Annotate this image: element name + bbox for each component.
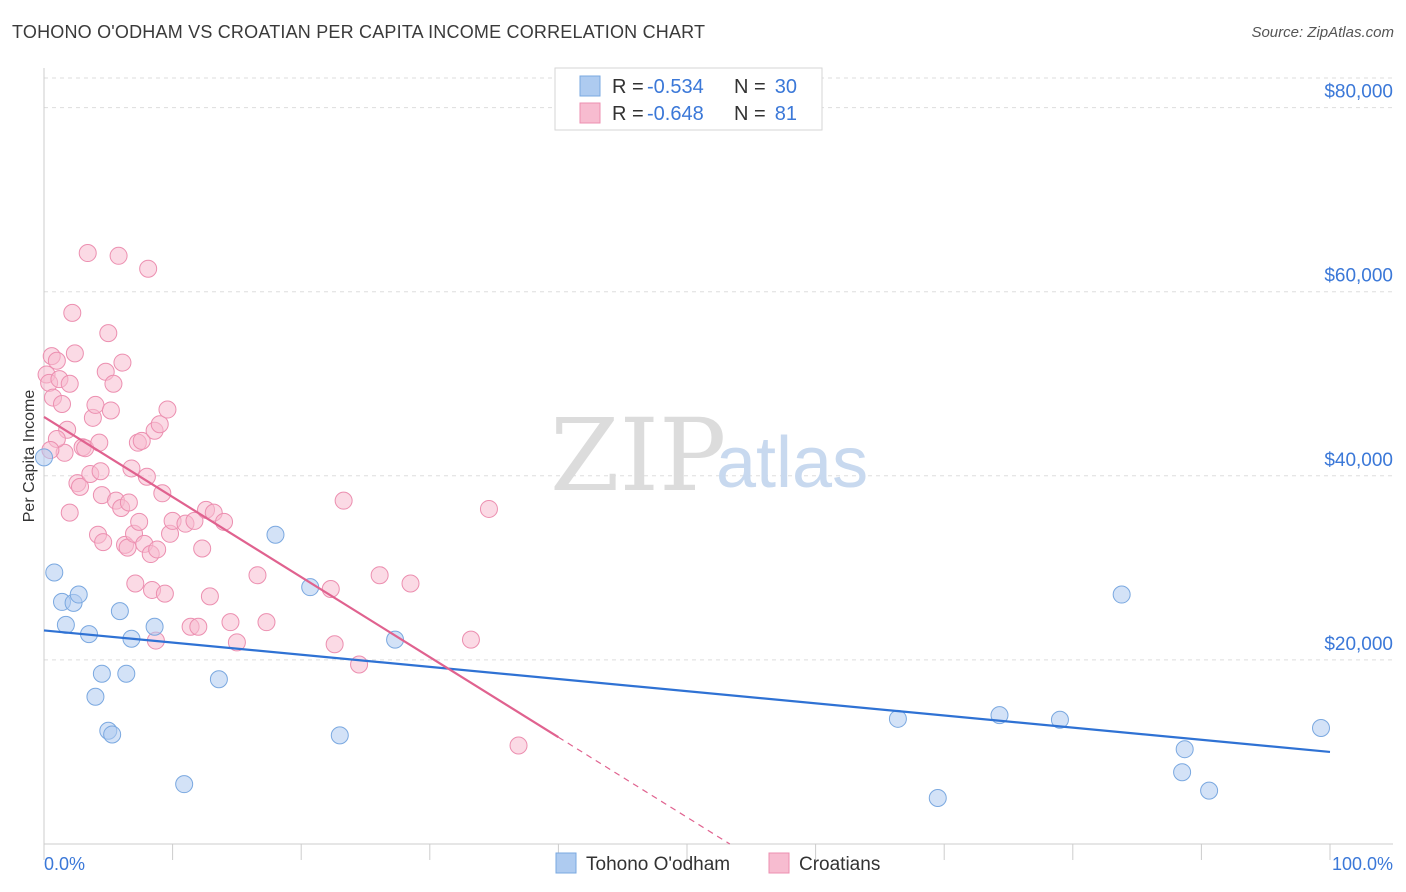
point-croatian — [122, 459, 141, 478]
point-croatian — [461, 630, 480, 649]
legend-n-value-2: 81 — [775, 103, 797, 125]
y-tick-label: $80,000 — [1324, 82, 1393, 103]
point-croatian — [185, 511, 204, 530]
point-croatian — [139, 259, 158, 278]
point-croatian — [60, 503, 79, 522]
point-croatian — [334, 491, 353, 510]
point-croatian — [221, 613, 240, 632]
point-croatian — [130, 512, 149, 531]
chart-title: TOHONO O'ODHAM VS CROATIAN PER CAPITA IN… — [12, 22, 706, 42]
point-tohono — [1173, 763, 1192, 782]
point-tohono — [209, 670, 228, 689]
point-tohono — [888, 709, 907, 728]
point-tohono — [1175, 740, 1194, 759]
point-tohono — [1112, 585, 1131, 604]
point-croatian — [189, 617, 208, 636]
point-croatian — [119, 493, 138, 512]
series-legend-label-croatians: Croatians — [799, 854, 880, 875]
point-croatian — [155, 584, 174, 603]
point-croatian — [227, 633, 246, 652]
point-croatian — [86, 395, 105, 414]
legend-swatch-tohono — [579, 75, 601, 97]
y-tick-label: $40,000 — [1324, 450, 1393, 471]
point-tohono — [175, 775, 194, 794]
point-croatian — [132, 431, 151, 450]
legend-r-label-1: R = — [612, 76, 644, 98]
series-legend-label-tohono: Tohono O'odham — [586, 854, 730, 875]
point-tohono — [117, 664, 136, 683]
point-tohono — [35, 448, 53, 467]
point-tohono — [69, 585, 88, 604]
point-croatian — [53, 395, 72, 414]
legend-n-label-2: N = — [734, 103, 766, 125]
x-tick-labels: 0.0% 100.0% — [44, 854, 1393, 874]
point-croatian — [257, 613, 276, 632]
point-tohono — [92, 664, 111, 683]
point-croatian — [99, 324, 118, 343]
point-tohono — [330, 726, 349, 745]
y-tick-label: $60,000 — [1324, 266, 1393, 287]
point-tohono — [45, 563, 64, 582]
point-croatian — [193, 539, 212, 558]
point-tohono — [145, 617, 164, 636]
trend-lines — [43, 415, 1331, 845]
legend-r-value-1: -0.534 — [647, 76, 704, 98]
point-croatian — [479, 499, 498, 518]
y-tick-labels: $20,000 $40,000 $60,000 $80,000 — [1324, 82, 1393, 655]
series-legend: Tohono O'odham Croatians — [555, 852, 880, 875]
point-croatian — [60, 374, 79, 393]
y-tick-label: $20,000 — [1324, 634, 1393, 655]
data-points — [35, 244, 1330, 807]
point-croatian — [200, 587, 219, 606]
point-croatian — [158, 400, 177, 419]
legend-r-value-2: -0.648 — [647, 103, 704, 125]
x-tick-max: 100.0% — [1332, 854, 1393, 874]
legend-r-label-2: R = — [612, 103, 644, 125]
point-tohono — [1050, 710, 1069, 729]
point-croatian — [126, 574, 145, 593]
series-legend-swatch-tohono — [555, 852, 577, 874]
point-croatian — [71, 477, 90, 496]
point-croatian — [150, 415, 169, 434]
point-croatian — [104, 374, 123, 393]
point-croatian — [113, 353, 132, 372]
watermark: ZIP atlas — [550, 397, 868, 514]
point-croatian — [109, 246, 128, 265]
point-croatian — [78, 244, 97, 263]
point-tohono — [86, 687, 105, 706]
point-croatian — [94, 533, 113, 552]
legend-n-value-1: 30 — [775, 76, 797, 98]
point-croatian — [63, 303, 82, 322]
point-croatian — [91, 462, 110, 481]
point-croatian — [370, 566, 389, 585]
point-tohono — [1311, 719, 1330, 738]
point-croatian — [509, 736, 528, 755]
point-croatian — [148, 540, 167, 559]
legend-n-label-1: N = — [734, 76, 766, 98]
watermark-zip: ZIP — [550, 397, 726, 514]
source-label: Source: ZipAtlas.com — [1251, 24, 1394, 41]
point-croatian — [101, 401, 120, 420]
point-tohono — [928, 788, 947, 807]
point-croatian — [401, 574, 420, 593]
point-tohono — [266, 525, 285, 544]
point-tohono — [110, 602, 129, 621]
point-croatian — [248, 566, 267, 585]
legend-swatch-croatians — [579, 102, 601, 124]
watermark-atlas: atlas — [716, 423, 868, 503]
series-legend-swatch-croatians — [768, 852, 790, 874]
trend-line-tohono — [43, 629, 1331, 754]
point-tohono — [103, 725, 122, 744]
trend-line-croatian-extension — [558, 736, 731, 845]
trend-line-croatian — [43, 415, 559, 739]
point-croatian — [47, 351, 66, 370]
y-axis-label: Per Capita Income — [21, 390, 38, 523]
gridlines — [44, 77, 1393, 661]
x-tick-min: 0.0% — [44, 854, 85, 874]
point-croatian — [65, 344, 84, 363]
point-tohono — [1200, 781, 1219, 800]
point-croatian — [325, 635, 344, 654]
stats-legend: R = -0.534 N = 30 R = -0.648 N = 81 — [554, 67, 823, 131]
